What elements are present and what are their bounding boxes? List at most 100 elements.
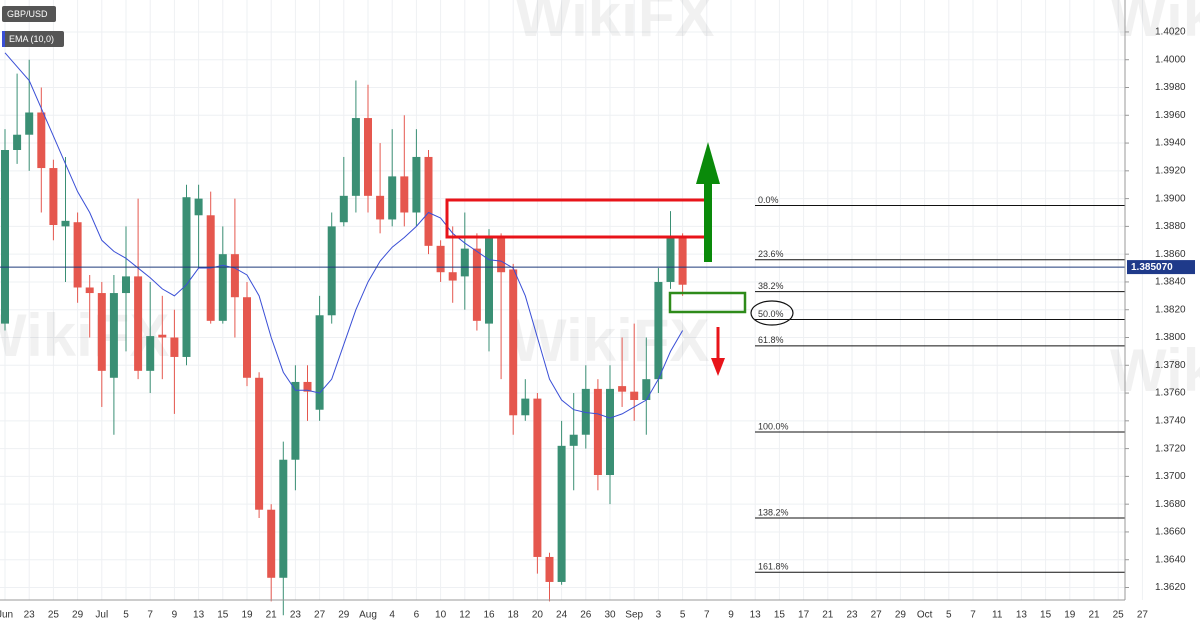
- y-tick-label: 1.3720: [1155, 443, 1186, 454]
- candle-body: [146, 336, 155, 371]
- x-tick-label: 18: [508, 610, 520, 621]
- candle-body: [521, 398, 530, 416]
- x-tick-label: 11: [992, 610, 1003, 621]
- candle-body: [569, 434, 578, 446]
- candle-body: [376, 195, 385, 220]
- x-tick-label: 21: [1088, 610, 1100, 621]
- x-tick-label: 27: [314, 610, 326, 621]
- candle-body: [158, 334, 167, 338]
- candle-body: [388, 176, 397, 220]
- candle-body: [194, 198, 203, 216]
- down-arrow-head: [711, 358, 725, 376]
- x-tick-label: 30: [604, 610, 616, 621]
- candle-body: [109, 293, 118, 378]
- candle-body: [666, 236, 675, 282]
- x-tick-label: 13: [193, 610, 205, 621]
- x-tick-label: 19: [241, 610, 253, 621]
- watermark: WikiFX: [1110, 0, 1200, 49]
- y-tick-label: 1.3740: [1155, 415, 1186, 426]
- candle-body: [61, 220, 70, 227]
- legend: GBP/USD EMA (10,0): [2, 6, 64, 47]
- candle-body: [618, 386, 627, 392]
- y-tick-label: 1.4020: [1155, 27, 1186, 38]
- y-tick-label: 1.3660: [1155, 527, 1186, 538]
- candle-body: [642, 379, 651, 400]
- legend-indicator: EMA (10,0): [9, 34, 54, 44]
- x-tick-label: 24: [556, 610, 568, 621]
- candle-body: [97, 293, 106, 371]
- candle-body: [122, 276, 130, 294]
- candle-body: [424, 156, 433, 246]
- x-tick-label: 5: [123, 610, 129, 621]
- y-tick-label: 1.3860: [1155, 249, 1186, 260]
- candle-body: [412, 156, 421, 213]
- ema-line: [4, 52, 684, 419]
- candle-body: [509, 269, 518, 416]
- candle-body: [545, 556, 554, 582]
- x-tick-label: 17: [798, 610, 810, 621]
- candle-body: [85, 287, 94, 294]
- last-price-label: 1.385070: [1131, 262, 1173, 273]
- candle-body: [49, 168, 58, 225]
- candle-body: [73, 222, 82, 288]
- x-tick-label: 19: [1064, 610, 1076, 621]
- x-tick-label: 4: [389, 610, 395, 621]
- candle-body: [25, 112, 34, 135]
- candle-body: [400, 176, 409, 213]
- x-tick-label: 23: [24, 610, 36, 621]
- candle-body: [303, 381, 312, 392]
- y-tick-label: 1.3980: [1155, 82, 1186, 93]
- x-tick-label: Sep: [625, 610, 643, 621]
- y-tick-label: 1.3700: [1155, 471, 1186, 482]
- x-tick-label: 6: [414, 610, 420, 621]
- x-tick-label: 21: [822, 610, 834, 621]
- candle-body: [339, 195, 348, 223]
- y-tick-label: 1.3640: [1155, 554, 1186, 565]
- candle-body: [557, 445, 566, 582]
- legend-box: [2, 6, 56, 22]
- candle-body: [255, 377, 264, 510]
- last-price-box: [1127, 260, 1195, 275]
- candle-body: [218, 254, 227, 321]
- up-arrow-head: [696, 142, 720, 184]
- x-tick-label: 27: [1137, 610, 1149, 621]
- y-tick-label: 1.3840: [1155, 277, 1186, 288]
- x-tick-label: 7: [970, 610, 976, 621]
- y-tick-label: 1.3780: [1155, 360, 1186, 371]
- x-tick-label: 13: [750, 610, 762, 621]
- watermark: WikiFX: [0, 302, 169, 369]
- x-tick-label: 7: [704, 610, 710, 621]
- candle-body: [279, 459, 288, 578]
- candle-body: [497, 237, 506, 273]
- annotations: [445, 142, 794, 376]
- y-tick-label: 1.3620: [1155, 582, 1186, 593]
- x-tick-label: 23: [846, 610, 858, 621]
- candle-body: [448, 272, 457, 281]
- x-tick-label: 3: [656, 610, 662, 621]
- x-tick-label: 25: [1113, 610, 1125, 621]
- candle-body: [436, 245, 445, 273]
- fib-label: 61.8%: [758, 335, 784, 345]
- candle-body: [364, 118, 372, 196]
- y-tick-label: 1.3800: [1155, 332, 1186, 343]
- x-tick-label: 13: [1016, 610, 1028, 621]
- candle-body: [678, 236, 687, 285]
- y-tick-label: 1.3760: [1155, 388, 1186, 399]
- candle-body: [460, 248, 469, 277]
- x-tick-label: 29: [895, 610, 907, 621]
- fib-label: 161.8%: [758, 562, 789, 572]
- candle-body: [327, 226, 336, 316]
- candle-body: [170, 337, 179, 357]
- x-tick-label: 25: [48, 610, 60, 621]
- candle-body: [606, 388, 614, 475]
- y-tick-label: 1.3900: [1155, 193, 1186, 204]
- candle-body: [13, 134, 22, 150]
- x-tick-label: 26: [580, 610, 592, 621]
- candle-body: [593, 388, 602, 475]
- legend-symbol: GBP/USD: [7, 9, 48, 19]
- x-tick-label: 15: [774, 610, 786, 621]
- watermark: WikiFX: [510, 307, 709, 374]
- candle-body: [485, 237, 493, 324]
